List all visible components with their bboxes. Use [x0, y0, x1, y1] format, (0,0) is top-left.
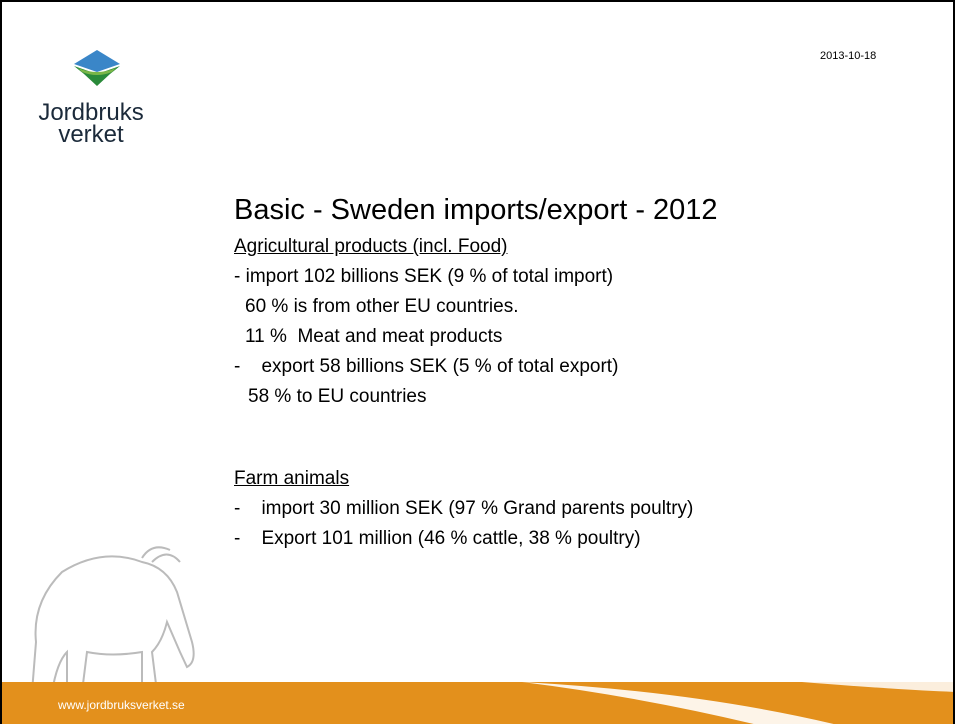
date: 2013-10-18 — [820, 50, 876, 62]
body-line: Agricultural products (incl. Food) — [234, 236, 508, 258]
horse-outline — [32, 547, 194, 692]
body-line: - export 58 billions SEK (5 % of total e… — [234, 356, 618, 378]
slide: Jordbruksverket 2013-10-18 Basic - Swede… — [0, 0, 955, 724]
body-line: Farm animals — [234, 468, 349, 490]
logo-line: verket — [58, 121, 123, 148]
body-line: 60 % is from other EU countries. — [245, 296, 519, 318]
logo-mark — [74, 50, 120, 86]
body-line: - Export 101 million (46 % cattle, 38 % … — [234, 528, 641, 550]
slide-title: Basic - Sweden imports/export - 2012 — [234, 194, 718, 227]
body-line: - import 102 billions SEK (9 % of total … — [234, 266, 613, 288]
body-line: - import 30 million SEK (97 % Grand pare… — [234, 498, 693, 520]
body-line: 58 % to EU countries — [248, 386, 426, 408]
body-line: 11 % Meat and meat products — [245, 326, 502, 348]
footer-url: www.jordbruksverket.se — [58, 698, 185, 712]
